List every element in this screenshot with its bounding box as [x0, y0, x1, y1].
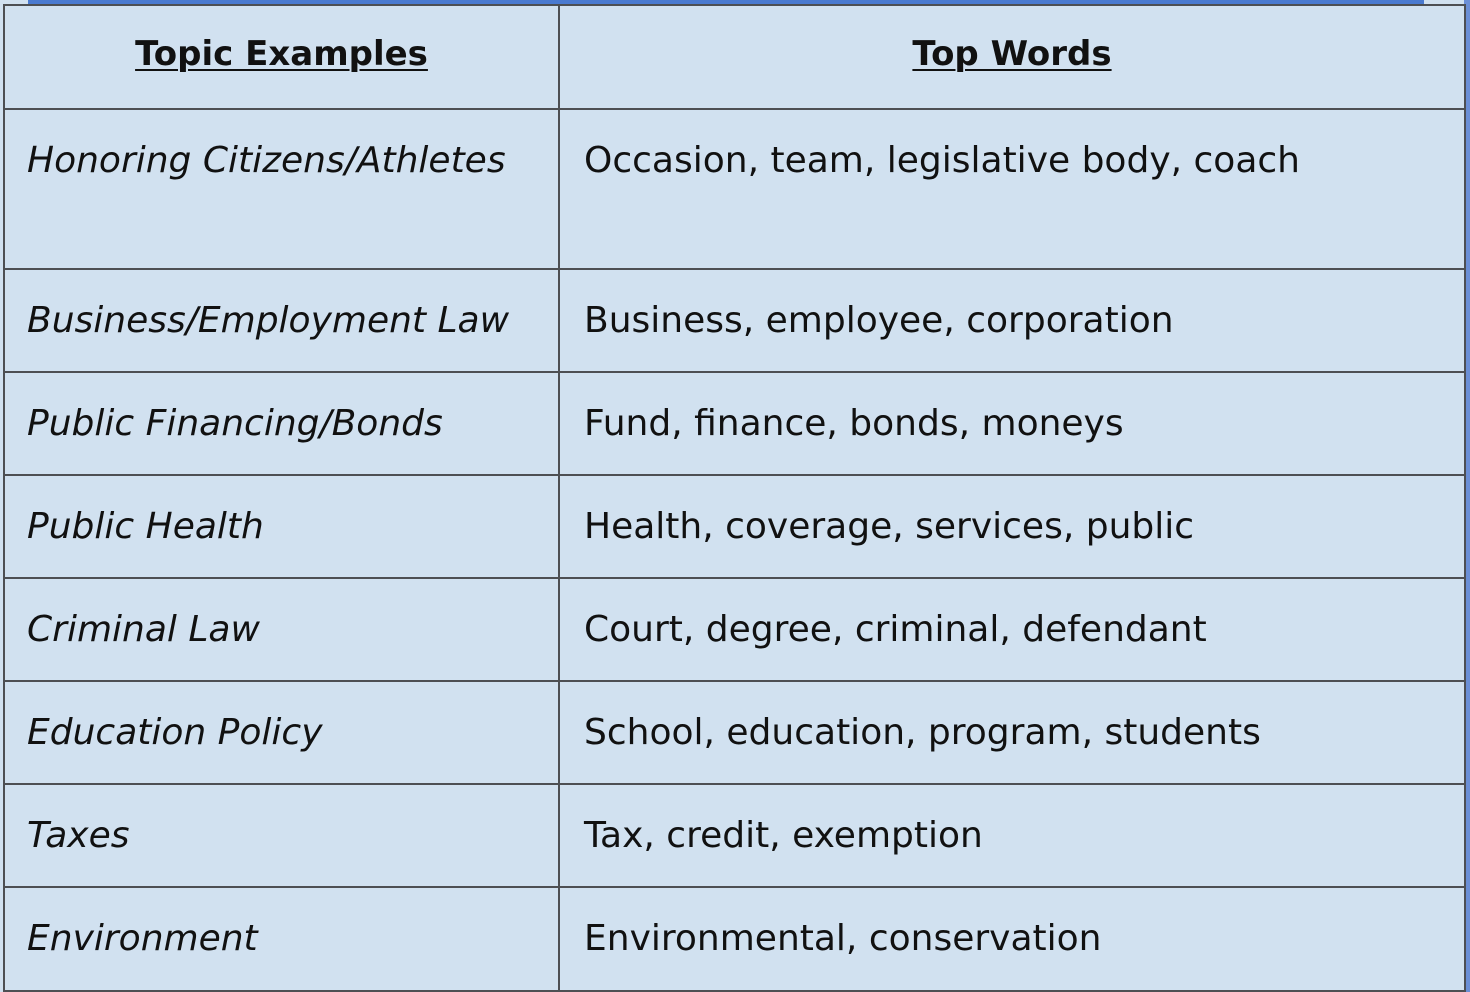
topic-cell: Public Health	[3, 474, 560, 579]
words-cell: Health, coverage, services, public	[558, 474, 1466, 579]
table-row: Taxes Tax, credit, exemption	[3, 783, 1466, 888]
table-row: Education Policy School, education, prog…	[3, 680, 1466, 785]
topic-cell: Environment	[3, 886, 560, 992]
words-cell: Occasion, team, legislative body, coach	[558, 108, 1466, 270]
top-accent-bar	[28, 0, 1424, 4]
header-topic-examples: Topic Examples	[3, 4, 560, 110]
table-row: Environment Environmental, conservation	[3, 886, 1466, 992]
table-row: Honoring Citizens/Athletes Occasion, tea…	[3, 108, 1466, 270]
table-row: Criminal Law Court, degree, criminal, de…	[3, 577, 1466, 682]
right-edge-bar	[1464, 0, 1470, 992]
topic-cell: Criminal Law	[3, 577, 560, 682]
words-cell: Fund, finance, bonds, moneys	[558, 371, 1466, 476]
table-row: Public Health Health, coverage, services…	[3, 474, 1466, 579]
words-cell: Court, degree, criminal, defendant	[558, 577, 1466, 682]
header-top-words: Top Words	[558, 4, 1466, 110]
table-header-row: Topic Examples Top Words	[3, 4, 1466, 110]
topic-cell: Taxes	[3, 783, 560, 888]
table-row: Public Financing/Bonds Fund, finance, bo…	[3, 371, 1466, 476]
words-cell: Business, employee, corporation	[558, 268, 1466, 373]
topic-cell: Public Financing/Bonds	[3, 371, 560, 476]
words-cell: Tax, credit, exemption	[558, 783, 1466, 888]
topic-cell: Education Policy	[3, 680, 560, 785]
words-cell: School, education, program, students	[558, 680, 1466, 785]
table-row: Business/Employment Law Business, employ…	[3, 268, 1466, 373]
topics-table: Topic Examples Top Words Honoring Citize…	[3, 4, 1466, 992]
words-cell: Environmental, conservation	[558, 886, 1466, 992]
topic-cell: Honoring Citizens/Athletes	[3, 108, 560, 270]
topic-cell: Business/Employment Law	[3, 268, 560, 373]
